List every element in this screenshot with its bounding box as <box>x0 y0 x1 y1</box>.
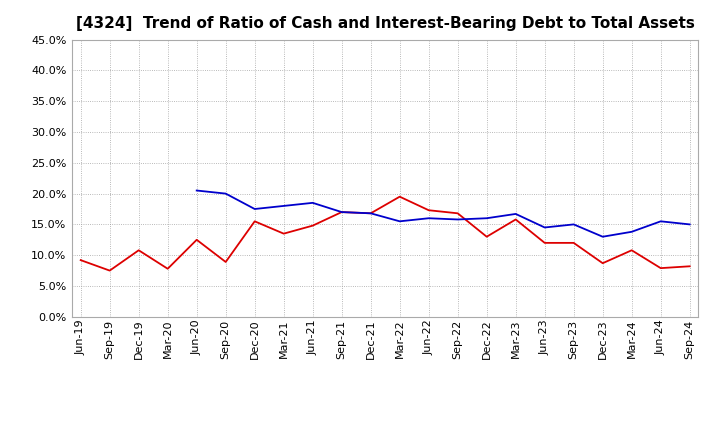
Cash <box>105 268 114 273</box>
Cash <box>163 266 172 271</box>
Cash <box>338 209 346 215</box>
Cash <box>482 234 491 239</box>
Cash <box>627 248 636 253</box>
Cash <box>135 248 143 253</box>
Cash <box>511 217 520 222</box>
Cash <box>395 194 404 199</box>
Cash <box>308 223 317 228</box>
Cash <box>192 237 201 242</box>
Cash <box>76 257 85 263</box>
Cash <box>598 260 607 266</box>
Cash <box>251 219 259 224</box>
Cash <box>570 240 578 246</box>
Line: Cash: Cash <box>81 197 690 271</box>
Cash <box>424 208 433 213</box>
Cash <box>541 240 549 246</box>
Cash <box>685 264 694 269</box>
Cash <box>657 265 665 271</box>
Cash <box>366 211 375 216</box>
Cash <box>221 259 230 264</box>
Title: [4324]  Trend of Ratio of Cash and Interest-Bearing Debt to Total Assets: [4324] Trend of Ratio of Cash and Intere… <box>76 16 695 32</box>
Cash <box>279 231 288 236</box>
Cash <box>454 211 462 216</box>
